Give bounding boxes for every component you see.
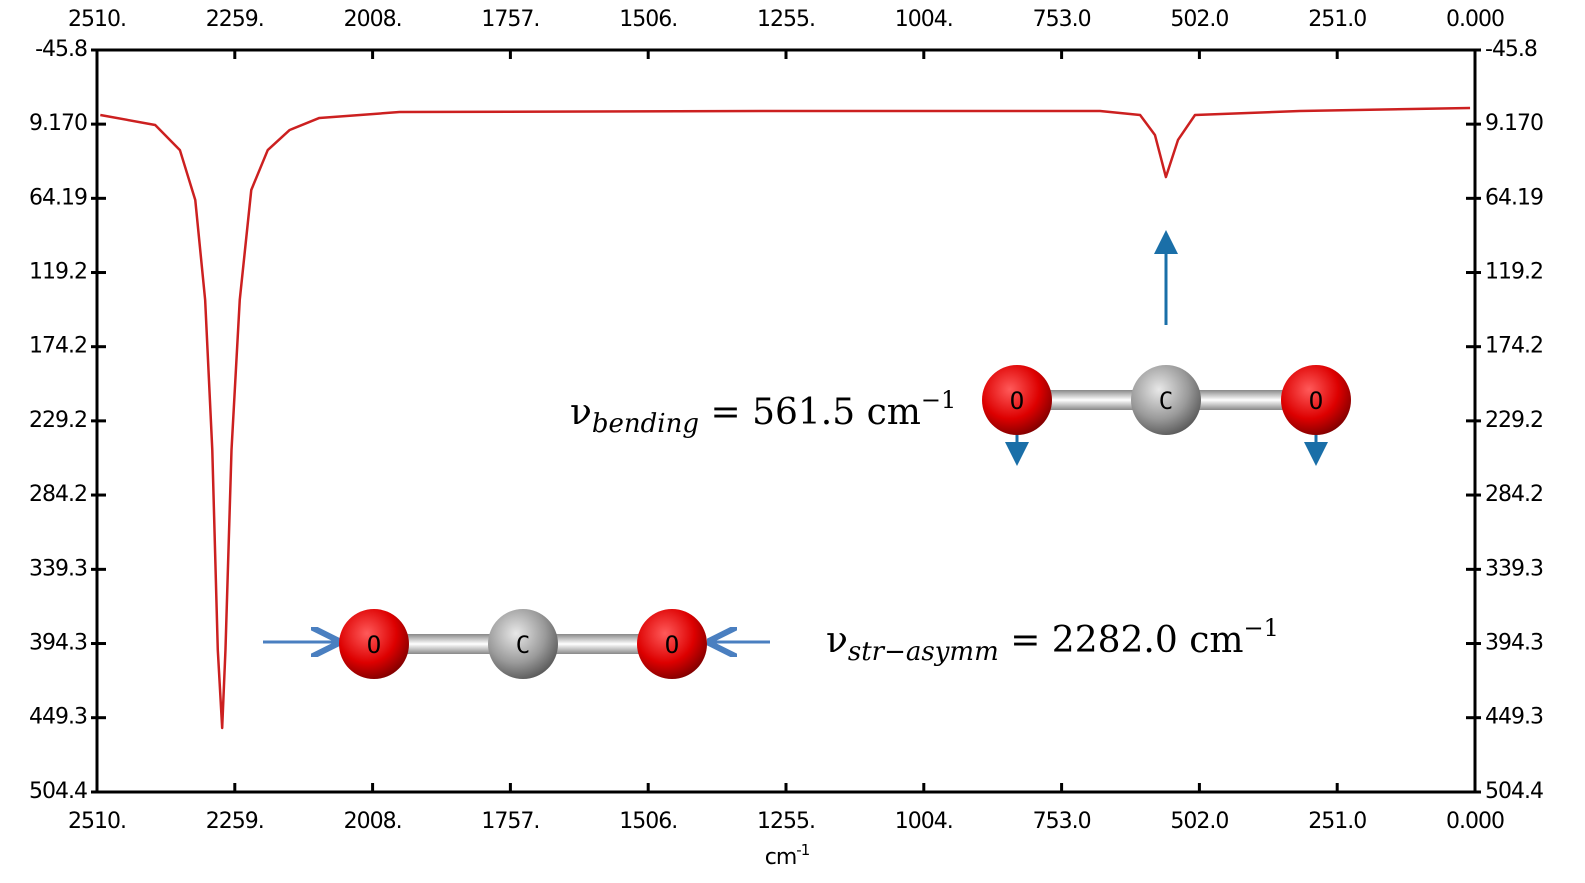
y-tick-label: 119.2 bbox=[29, 260, 87, 285]
molecule-stretch: O C O bbox=[263, 609, 770, 679]
x-tick-label: 753.0 bbox=[1033, 809, 1091, 834]
x-tick-label: 1004. bbox=[895, 809, 953, 834]
x-tick-label-top: 1004. bbox=[895, 7, 953, 32]
annotation-symbol: ν bbox=[570, 392, 592, 433]
x-axis-label: cm-1 bbox=[765, 841, 810, 871]
annotation-subscript: bending bbox=[592, 409, 699, 439]
x-tick-label: 2259. bbox=[206, 809, 264, 834]
y-tick-label: 64.19 bbox=[29, 185, 87, 210]
y-tick-label: 394.3 bbox=[29, 631, 87, 656]
x-tick-label-top: 2008. bbox=[344, 7, 402, 32]
y-tick-label-right: 64.19 bbox=[1485, 185, 1543, 210]
annotation-symbol: ν bbox=[826, 620, 848, 661]
annotation-superscript: −1 bbox=[921, 386, 956, 414]
y-tick-label: 9.170 bbox=[29, 111, 87, 136]
y-tick-label-right: 339.3 bbox=[1485, 556, 1543, 581]
x-tick-label: 1506. bbox=[619, 809, 677, 834]
annotation-subscript: str−asymm bbox=[848, 637, 999, 667]
x-tick-label-top: 1506. bbox=[619, 7, 677, 32]
chart: cm-1 O C O νbending = 561.5 cm−1 O C O ν… bbox=[0, 0, 1585, 883]
x-tick-label: 502.0 bbox=[1170, 809, 1228, 834]
x-tick-label: 2008. bbox=[344, 809, 402, 834]
y-tick-label: -45.8 bbox=[35, 37, 87, 62]
atom-label: C bbox=[516, 631, 530, 659]
x-tick-label-top: 1255. bbox=[757, 7, 815, 32]
annotation: νbending = 561.5 cm−1 bbox=[570, 386, 956, 440]
x-axis-label-superscript: -1 bbox=[796, 841, 809, 859]
atom-label: O bbox=[1309, 387, 1323, 415]
y-tick-label-right: 504.4 bbox=[1485, 779, 1543, 804]
atom-label: O bbox=[1010, 387, 1024, 415]
x-tick-label: 2510. bbox=[68, 809, 126, 834]
y-tick-label-right: 229.2 bbox=[1485, 408, 1543, 433]
x-tick-label-top: 753.0 bbox=[1033, 7, 1091, 32]
y-tick-label: 339.3 bbox=[29, 556, 87, 581]
y-tick-label: 174.2 bbox=[29, 334, 87, 359]
y-tick-label-right: 174.2 bbox=[1485, 334, 1543, 359]
y-tick-label: 504.4 bbox=[29, 779, 87, 804]
y-tick-label: 284.2 bbox=[29, 482, 87, 507]
y-tick-label-right: -45.8 bbox=[1485, 37, 1537, 62]
annotation-superscript: −1 bbox=[1244, 614, 1279, 642]
x-tick-label-top: 2259. bbox=[206, 7, 264, 32]
y-tick-label: 229.2 bbox=[29, 408, 87, 433]
annotation-text: = 561.5 cm bbox=[699, 392, 921, 433]
annotation-text: = 2282.0 cm bbox=[999, 620, 1244, 661]
x-tick-label-top: 1757. bbox=[481, 7, 539, 32]
atom-label: O bbox=[665, 631, 679, 659]
y-tick-label-right: 9.170 bbox=[1485, 111, 1543, 136]
x-tick-label: 1757. bbox=[481, 809, 539, 834]
molecule-bending: O C O bbox=[982, 236, 1351, 460]
x-tick-label: 251.0 bbox=[1308, 809, 1366, 834]
x-tick-label-top: 2510. bbox=[68, 7, 126, 32]
x-tick-label-top: 502.0 bbox=[1170, 7, 1228, 32]
y-tick-label-right: 119.2 bbox=[1485, 260, 1543, 285]
atom-label: O bbox=[367, 631, 381, 659]
annotation: νstr−asymm = 2282.0 cm−1 bbox=[826, 614, 1279, 668]
x-tick-label-top: 0.000 bbox=[1446, 7, 1504, 32]
y-tick-label-right: 284.2 bbox=[1485, 482, 1543, 507]
atom-label: C bbox=[1159, 387, 1173, 415]
y-tick-label: 449.3 bbox=[29, 705, 87, 730]
y-tick-label-right: 449.3 bbox=[1485, 705, 1543, 730]
y-tick-label-right: 394.3 bbox=[1485, 631, 1543, 656]
x-tick-label: 0.000 bbox=[1446, 809, 1504, 834]
x-axis-label-text: cm bbox=[765, 845, 797, 870]
x-tick-label-top: 251.0 bbox=[1308, 7, 1366, 32]
x-tick-label: 1255. bbox=[757, 809, 815, 834]
